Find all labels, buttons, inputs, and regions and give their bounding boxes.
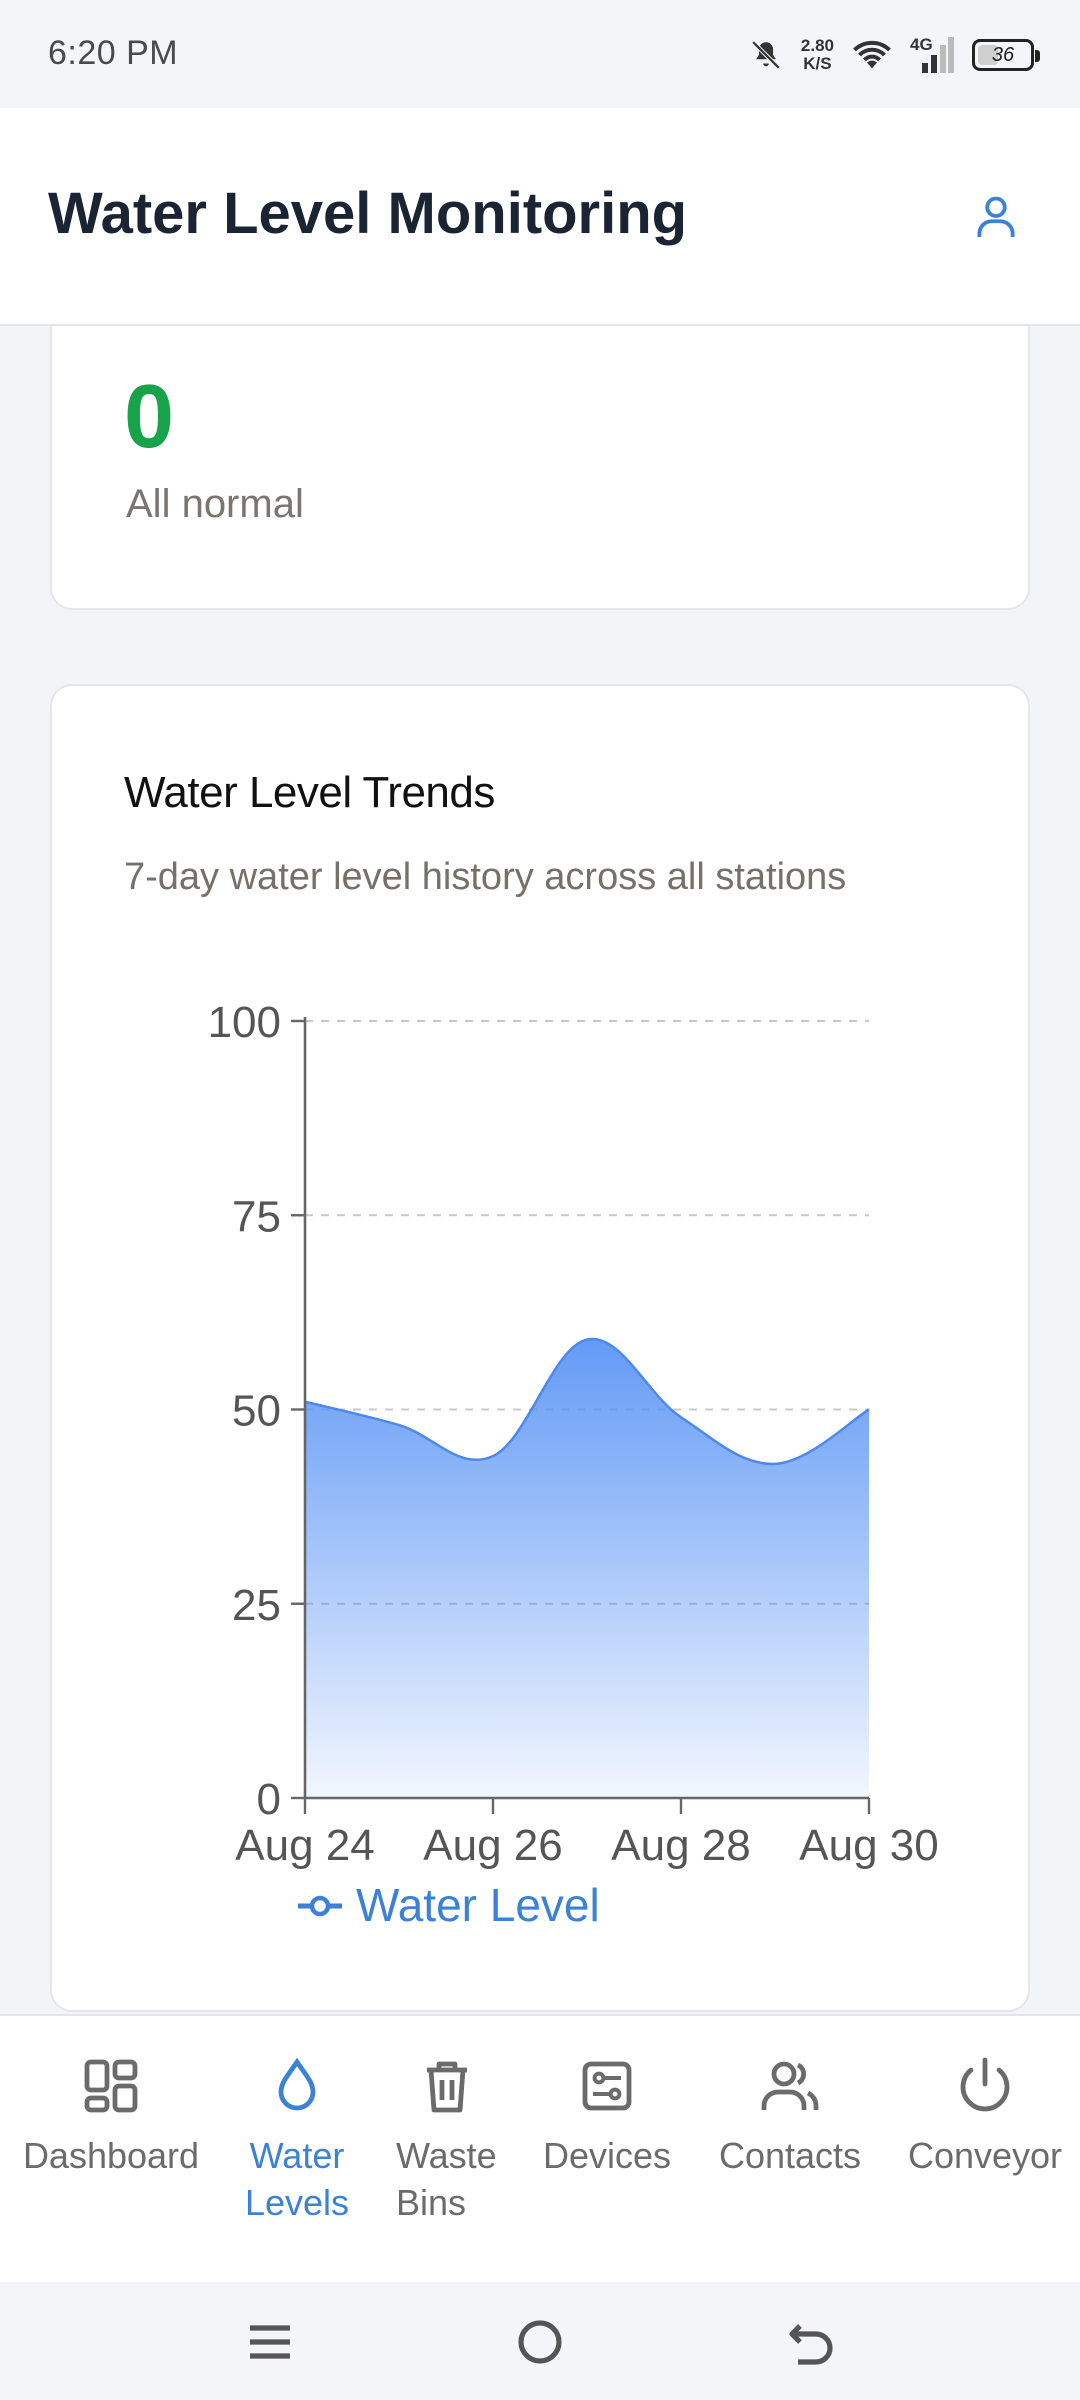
device-icon (582, 2061, 632, 2111)
drop-icon (278, 2057, 316, 2111)
trends-title: Water Level Trends (124, 768, 495, 817)
nav-waste-bins[interactable]: Waste Bins (382, 2054, 512, 2226)
chart-axes: 0 25 50 75 100 Aug 24 Aug 26 Aug 28 Aug 30 (208, 998, 939, 1870)
water-level-area (305, 1339, 869, 1798)
signal-icon: 4G (910, 35, 954, 75)
water-level-line (304, 1337, 870, 1466)
net-speed-unit: K/S (803, 54, 832, 73)
nav-contacts-label: Contacts (718, 2135, 862, 2176)
status-icons: 2.80 K/S 4G 36 (749, 30, 1040, 80)
nav-waste-bins-label-2: Bins (396, 2182, 467, 2223)
nav-water-levels-label-2: Levels (244, 2182, 350, 2223)
x-tick-label: Aug 24 (235, 1821, 374, 1870)
trash-icon (427, 2061, 467, 2113)
y-tick-label: 50 (232, 1387, 281, 1436)
nav-dashboard[interactable]: Dashboard (22, 2054, 200, 2179)
nav-contacts[interactable]: Contacts (712, 2054, 868, 2179)
status-time: 6:20 PM (48, 34, 179, 72)
network-type: 4G (910, 35, 933, 54)
chart-area-layer (304, 1337, 870, 1798)
nav-dashboard-label: Dashboard (22, 2135, 200, 2176)
net-speed: 2.80 K/S (801, 37, 834, 73)
battery-icon: 36 (972, 39, 1040, 71)
nav-water-levels-label-1: Water (249, 2135, 345, 2176)
back-icon[interactable] (782, 2312, 842, 2372)
chart-legend[interactable]: Water Level (298, 1879, 600, 1931)
legend-swatch-marker (309, 1895, 331, 1917)
profile-button[interactable] (968, 188, 1024, 244)
y-tick-label: 0 (257, 1775, 281, 1824)
alerts-card: 0 All normal (50, 326, 1030, 610)
x-tick-label: Aug 28 (611, 1821, 750, 1870)
page-title: Water Level Monitoring (48, 181, 688, 246)
battery-fill (978, 45, 999, 65)
legend-label[interactable]: Water Level (356, 1879, 600, 1931)
users-icon (761, 2061, 819, 2110)
battery-level: 36 (991, 43, 1015, 66)
y-tick-label: 100 (208, 998, 281, 1047)
home-icon[interactable] (510, 2312, 570, 2372)
status-bar: 6:20 PM 2.80 K/S 4G (0, 0, 1080, 108)
menu-icon[interactable] (240, 2312, 300, 2372)
power-icon (960, 2057, 1010, 2112)
bottom-nav: Dashboard Water Levels Waste Bins Device… (0, 2014, 1080, 2282)
nav-devices[interactable]: Devices (536, 2054, 678, 2179)
wifi-icon (853, 40, 891, 69)
nav-conveyor-label: Conveyor (907, 2135, 1063, 2176)
mute-bell-icon (751, 40, 781, 70)
system-nav (0, 2282, 1080, 2400)
nav-devices-label: Devices (542, 2135, 672, 2176)
x-tick-label: Aug 30 (799, 1821, 938, 1870)
main-content[interactable]: 0 All normal Water Level Trends 7-day wa… (0, 326, 1080, 2014)
trends-card: Water Level Trends 7-day water level his… (50, 684, 1030, 2012)
water-level-chart[interactable]: 0 25 50 75 100 Aug 24 Aug 26 Aug 28 Aug 30 Water… (52, 686, 1032, 2014)
grid-icon (84, 2059, 138, 2113)
y-tick-label: 25 (232, 1581, 281, 1630)
net-speed-value: 2.80 (800, 36, 834, 55)
app-header: Water Level Monitoring (0, 108, 1080, 326)
nav-conveyor[interactable]: Conveyor (900, 2054, 1070, 2179)
trends-subtitle: 7-day water level history across all sta… (124, 856, 847, 898)
nav-water-levels[interactable]: Water Levels (232, 2054, 362, 2226)
alert-count: 0 (124, 367, 175, 467)
x-tick-label: Aug 26 (423, 1821, 562, 1870)
alert-status: All normal (126, 482, 304, 526)
y-tick-label: 75 (232, 1192, 281, 1241)
nav-waste-bins-label-1: Waste (396, 2135, 497, 2176)
user-icon (977, 196, 1015, 237)
